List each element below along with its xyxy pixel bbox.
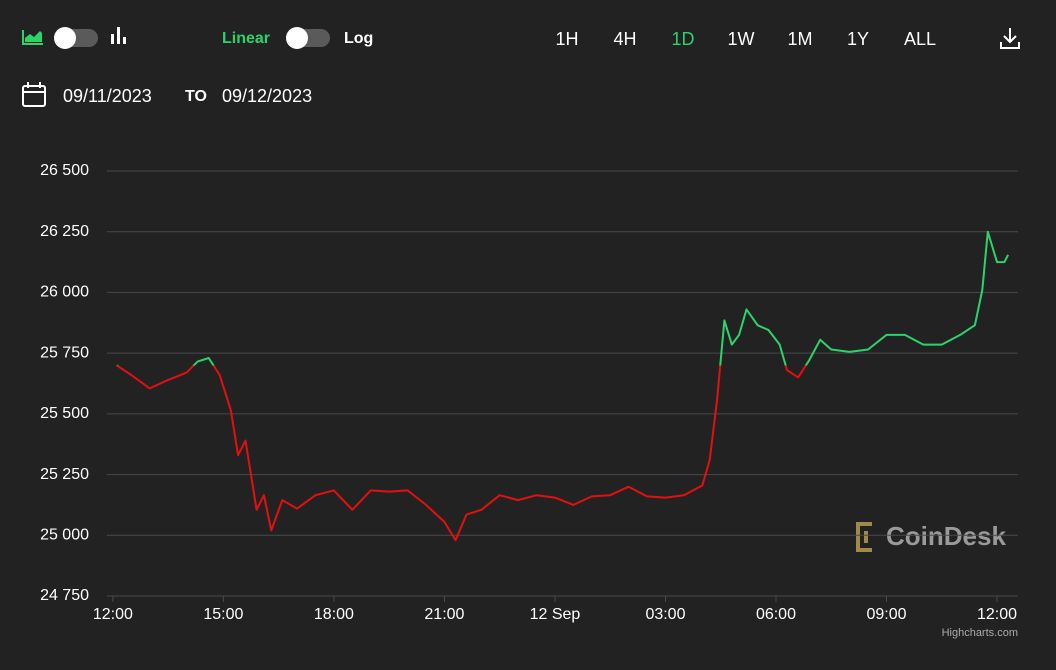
download-icon[interactable]: [1000, 28, 1020, 49]
chart-type-toggle[interactable]: [54, 27, 98, 49]
x-tick-label: 18:00: [314, 606, 354, 623]
x-tick-label: 15:00: [203, 606, 243, 623]
y-tick-label: 26 000: [40, 284, 89, 301]
x-tick-label: 12 Sep: [530, 606, 581, 623]
y-tick-label: 24 750: [40, 587, 89, 604]
x-tick-label: 06:00: [756, 606, 796, 623]
x-tick-label: 21:00: [424, 606, 464, 623]
x-tick-label: 12:00: [93, 606, 133, 623]
watermark-logo: [856, 522, 872, 552]
range-button[interactable]: 1H: [555, 29, 578, 49]
range-button[interactable]: 1W: [728, 29, 755, 49]
price-line: [116, 230, 1009, 542]
y-tick-label: 26 250: [40, 223, 89, 240]
log-label[interactable]: Log: [344, 30, 373, 47]
y-tick-label: 25 000: [40, 527, 89, 544]
y-tick-label: 26 500: [40, 162, 89, 179]
date-from[interactable]: 09/11/2023: [63, 86, 152, 106]
date-to-label: TO: [185, 88, 207, 105]
date-to[interactable]: 09/12/2023: [222, 86, 312, 106]
x-tick-label: 03:00: [645, 606, 685, 623]
range-button[interactable]: 1Y: [847, 29, 869, 49]
area-chart-icon[interactable]: [22, 30, 43, 45]
range-button[interactable]: 1M: [787, 29, 812, 49]
y-tick-label: 25 250: [40, 466, 89, 483]
range-button[interactable]: 4H: [613, 29, 636, 49]
calendar-icon[interactable]: [22, 82, 46, 107]
x-tick-label: 12:00: [977, 606, 1017, 623]
y-tick-label: 25 750: [40, 344, 89, 361]
bar-chart-icon[interactable]: [111, 27, 126, 44]
range-button[interactable]: 1D: [671, 29, 694, 49]
linear-label[interactable]: Linear: [222, 30, 270, 47]
scale-toggle[interactable]: [286, 27, 330, 49]
x-tick-label: 09:00: [866, 606, 906, 623]
watermark: CoinDesk: [886, 521, 1006, 551]
y-tick-label: 25 500: [40, 405, 89, 422]
range-button[interactable]: ALL: [904, 29, 936, 49]
credits[interactable]: Highcharts.com: [942, 627, 1018, 639]
